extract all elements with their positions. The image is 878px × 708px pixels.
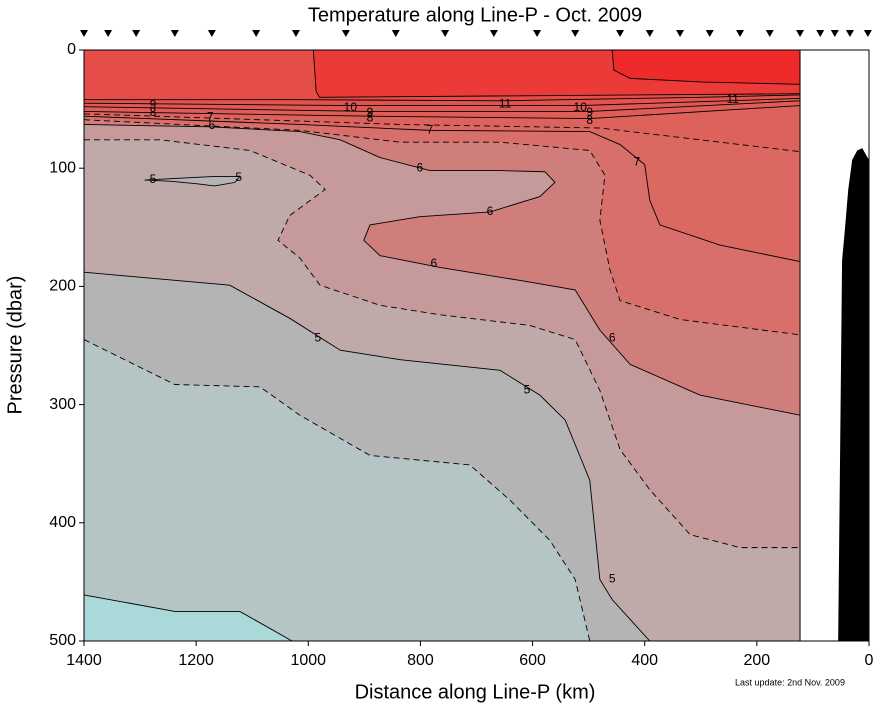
station-marker xyxy=(816,30,825,37)
contour-label: 6 xyxy=(487,204,494,218)
contour-label: 7 xyxy=(207,110,214,124)
y-tick-label: 100 xyxy=(49,159,76,176)
contour-label: 8 xyxy=(150,105,157,119)
y-tick-label: 500 xyxy=(49,632,76,649)
x-tick-label: 800 xyxy=(407,652,434,669)
contour-line xyxy=(83,100,801,112)
contour-label: 6 xyxy=(417,160,424,174)
plot-frame xyxy=(83,49,870,642)
contour-label: 10 xyxy=(574,100,588,114)
station-marker xyxy=(533,30,542,37)
contour-label: 6 xyxy=(609,331,616,345)
station-marker xyxy=(207,30,216,37)
y-tick-label: 400 xyxy=(49,514,76,531)
y-tick-label: 200 xyxy=(49,278,76,295)
station-marker xyxy=(104,30,113,37)
contour-fill xyxy=(612,50,801,85)
contour-label: 8 xyxy=(586,113,593,127)
station-marker xyxy=(441,30,450,37)
contour-label: 9 xyxy=(150,98,157,112)
x-tick-label: 1200 xyxy=(178,652,214,669)
contour-fill xyxy=(84,594,293,641)
station-marker xyxy=(863,30,872,37)
contour-line xyxy=(83,113,801,153)
contour-label: 9 xyxy=(367,105,374,119)
x-axis-label: Distance along Line-P (km) xyxy=(355,681,596,703)
x-tick-label: 0 xyxy=(865,652,874,669)
y-tick-label: 0 xyxy=(67,41,76,58)
station-marker xyxy=(705,30,714,37)
contour-line xyxy=(84,139,801,549)
contour-label: 10 xyxy=(344,100,358,114)
bathymetry xyxy=(838,148,869,641)
contour-fill xyxy=(84,339,590,641)
contour-line xyxy=(83,105,801,120)
contour-label: 5 xyxy=(524,383,531,397)
station-marker xyxy=(796,30,805,37)
chart-title: Temperature along Line-P - Oct. 2009 xyxy=(308,4,642,26)
contour-label: 11 xyxy=(499,97,512,111)
footnote: Last update: 2nd Nov. 2009 xyxy=(735,677,845,687)
station-marker xyxy=(765,30,774,37)
station-marker xyxy=(676,30,685,37)
contour-line xyxy=(83,119,801,336)
contour-label: 5 xyxy=(150,172,157,186)
station-marker xyxy=(645,30,654,37)
station-marker xyxy=(80,30,88,37)
contour-label: 6 xyxy=(431,256,438,270)
contour-line xyxy=(83,115,801,263)
y-tick-label: 300 xyxy=(49,396,76,413)
station-marker xyxy=(170,30,179,37)
contour-label: 5 xyxy=(235,170,242,184)
contour-line xyxy=(83,98,801,107)
contour-line xyxy=(83,124,801,416)
contour-label: 7 xyxy=(634,154,641,168)
contour-label: 9 xyxy=(586,105,593,119)
station-marker xyxy=(736,30,745,37)
station-marker xyxy=(252,30,261,37)
contour-line xyxy=(83,339,591,642)
contour-line xyxy=(84,94,801,102)
x-tick-label: 600 xyxy=(519,652,546,669)
contour-line xyxy=(611,49,801,85)
y-axis-label: Pressure (dbar) xyxy=(4,276,26,415)
contour-line xyxy=(144,176,241,187)
x-tick-label: 1000 xyxy=(290,652,326,669)
station-marker xyxy=(489,30,498,37)
station-marker xyxy=(341,30,350,37)
station-marker xyxy=(830,30,839,37)
x-tick-label: 1400 xyxy=(66,652,102,669)
station-marker xyxy=(391,30,400,37)
station-marker xyxy=(571,30,580,37)
contour-line xyxy=(83,594,293,642)
x-tick-label: 200 xyxy=(744,652,771,669)
x-tick-label: 400 xyxy=(631,652,658,669)
station-marker xyxy=(616,30,625,37)
station-marker xyxy=(291,30,300,37)
contour-label: 8 xyxy=(367,111,374,125)
contour-label: 7 xyxy=(427,123,434,137)
contour-label: 5 xyxy=(609,572,616,586)
contour-line xyxy=(312,49,801,98)
contour-line xyxy=(83,271,651,642)
contour-label: 5 xyxy=(314,331,321,345)
station-marker xyxy=(845,30,854,37)
station-marker xyxy=(132,30,141,37)
contour-label: 6 xyxy=(208,118,215,132)
contour-label: 11 xyxy=(727,92,740,106)
